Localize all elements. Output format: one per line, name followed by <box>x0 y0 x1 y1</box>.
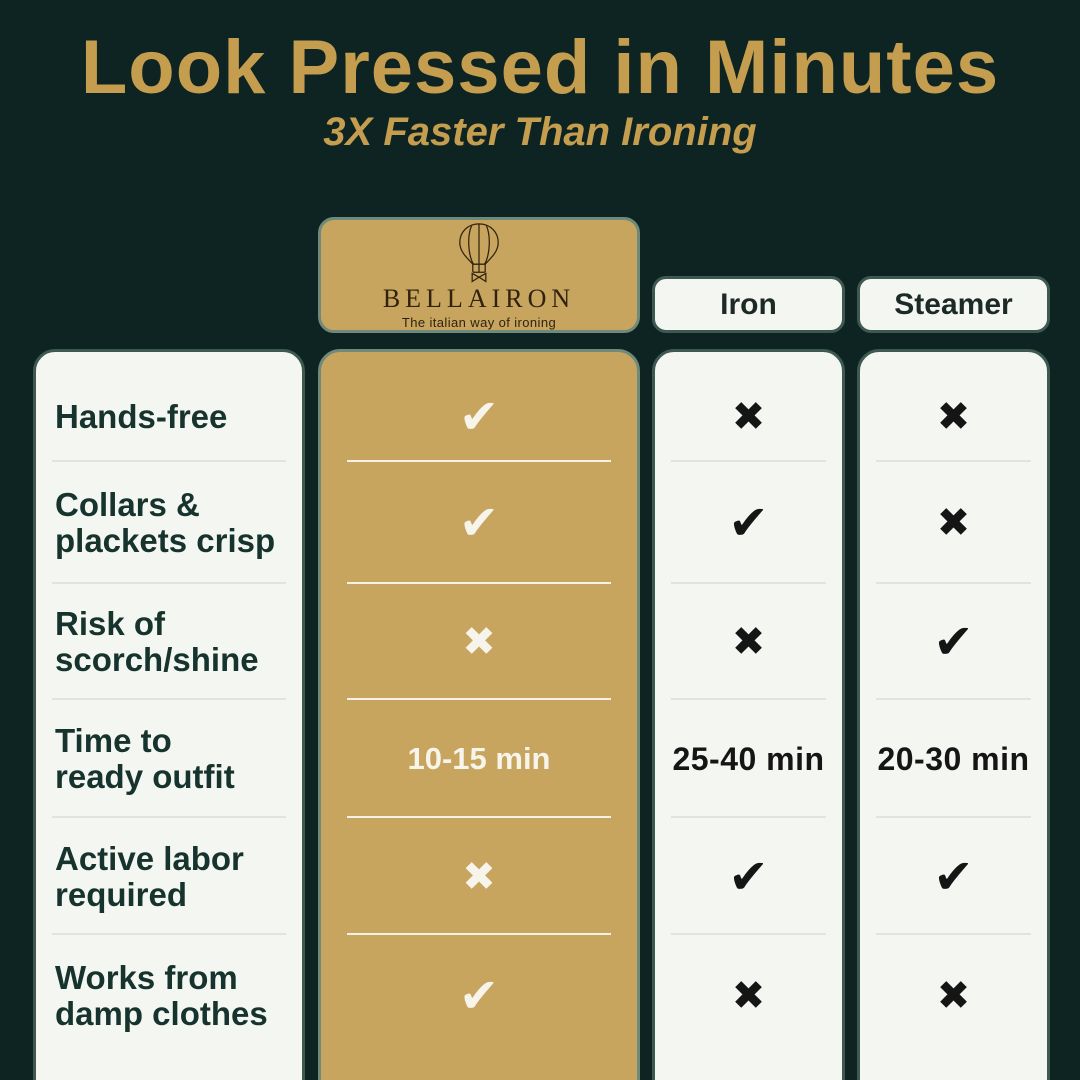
row-divider <box>876 698 1031 700</box>
cross-icon: ✖ <box>936 500 971 546</box>
value-row: 25-40 min <box>655 700 842 818</box>
value-row: ✖ <box>321 584 637 700</box>
feature-label: Risk of scorch/shine <box>55 605 259 678</box>
feature-row: Collars & plackets crisp <box>36 462 302 584</box>
row-divider <box>876 460 1031 462</box>
steamer-label: Steamer <box>894 287 1013 321</box>
row-divider <box>876 933 1031 935</box>
cell-iron: ✖ <box>732 622 766 662</box>
row-divider <box>671 698 826 700</box>
cell-steamer: ✖ <box>937 976 971 1016</box>
row-divider <box>347 816 611 818</box>
value-row: 10-15 min <box>321 700 637 818</box>
feature-label: Collars & plackets crisp <box>55 486 276 559</box>
column-header-iron: Iron <box>652 276 845 333</box>
brand-name: BELLAIRON <box>382 284 576 313</box>
cell-iron: ✖ <box>732 976 766 1016</box>
cell-steamer: 20-30 min <box>877 740 1030 777</box>
value-row: ✔ <box>321 372 637 462</box>
feature-label: Hands-free <box>55 398 228 436</box>
feature-row: Works from damp clothes <box>36 935 302 1057</box>
row-divider <box>671 933 826 935</box>
row-divider <box>671 582 826 584</box>
value-row: 20-30 min <box>860 700 1047 818</box>
cell-bellairon: ✔ <box>459 393 499 441</box>
cell-bellairon: ✖ <box>462 857 496 897</box>
row-divider <box>347 460 611 462</box>
feature-row: Active labor required <box>36 818 302 935</box>
value-row: ✖ <box>655 584 842 700</box>
row-divider <box>52 460 286 462</box>
check-icon: ✔ <box>933 614 974 670</box>
check-icon: ✔ <box>728 848 769 905</box>
value-row: ✔ <box>655 462 842 584</box>
value-row: ✔ <box>860 584 1047 700</box>
feature-label: Time to ready outfit <box>55 722 235 795</box>
cell-steamer: ✔ <box>933 853 973 901</box>
row-divider <box>876 582 1031 584</box>
feature-label: Active labor required <box>55 839 244 913</box>
row-divider <box>347 933 611 935</box>
steamer-column: ✖ ✖ ✔ 20-30 min ✔ ✖ <box>857 349 1050 1080</box>
brand-tagline: The italian way of ironing <box>401 315 557 330</box>
value-row: ✖ <box>655 935 842 1057</box>
feature-label: Works from damp clothes <box>55 959 268 1032</box>
column-header-steamer: Steamer <box>857 276 1050 333</box>
row-divider <box>52 933 286 935</box>
check-icon: ✔ <box>458 389 500 445</box>
cell-bellairon: ✖ <box>462 622 496 662</box>
hot-air-balloon-icon <box>459 223 499 283</box>
value-row: ✖ <box>860 462 1047 584</box>
feature-column: Hands-free Collars & plackets crisp Risk… <box>33 349 305 1080</box>
iron-column: ✖ ✔ ✖ 25-40 min ✔ ✖ <box>652 349 845 1080</box>
cross-icon: ✖ <box>731 394 766 440</box>
cell-steamer: ✔ <box>933 618 973 666</box>
cross-icon: ✖ <box>936 394 971 440</box>
feature-row: Hands-free <box>36 372 302 462</box>
row-divider <box>52 698 286 700</box>
page-title: Look Pressed in Minutes <box>80 25 1000 110</box>
value-row: ✔ <box>321 935 637 1057</box>
row-divider <box>52 816 286 818</box>
row-divider <box>347 698 611 700</box>
value-row: ✔ <box>860 818 1047 935</box>
cross-icon: ✖ <box>731 619 766 665</box>
cross-icon: ✖ <box>731 973 766 1019</box>
cell-iron: ✔ <box>728 499 768 547</box>
check-icon: ✔ <box>458 968 500 1024</box>
value-row: ✖ <box>860 935 1047 1057</box>
cell-bellairon: ✔ <box>459 972 499 1020</box>
check-icon: ✔ <box>728 495 769 551</box>
cross-icon: ✖ <box>462 853 496 900</box>
cell-iron: ✔ <box>728 853 768 901</box>
feature-row: Time to ready outfit <box>36 700 302 818</box>
cell-bellairon: 10-15 min <box>407 741 551 776</box>
cell-bellairon: ✔ <box>459 499 499 547</box>
iron-label: Iron <box>720 287 777 321</box>
value-row: ✖ <box>321 818 637 935</box>
check-icon: ✔ <box>458 495 500 551</box>
cross-icon: ✖ <box>462 619 496 665</box>
cell-steamer: ✖ <box>937 503 971 543</box>
brand-header-card: BELLAIRON The italian way of ironing <box>318 217 640 333</box>
row-divider <box>671 460 826 462</box>
row-divider <box>671 816 826 818</box>
value-row: ✔ <box>321 462 637 584</box>
page-subtitle: 3X Faster Than Ironing <box>323 110 757 154</box>
check-icon: ✔ <box>933 848 974 905</box>
row-divider <box>876 816 1031 818</box>
row-divider <box>52 582 286 584</box>
cell-iron: 25-40 min <box>672 740 825 777</box>
bellairon-column: ✔ ✔ ✖ 10-15 min ✖ ✔ <box>318 349 640 1080</box>
cell-iron: ✖ <box>732 397 766 437</box>
cell-steamer: ✖ <box>937 397 971 437</box>
feature-row: Risk of scorch/shine <box>36 584 302 700</box>
value-row: ✖ <box>860 372 1047 462</box>
row-divider <box>347 582 611 584</box>
value-row: ✔ <box>655 818 842 935</box>
cross-icon: ✖ <box>936 973 971 1019</box>
value-row: ✖ <box>655 372 842 462</box>
